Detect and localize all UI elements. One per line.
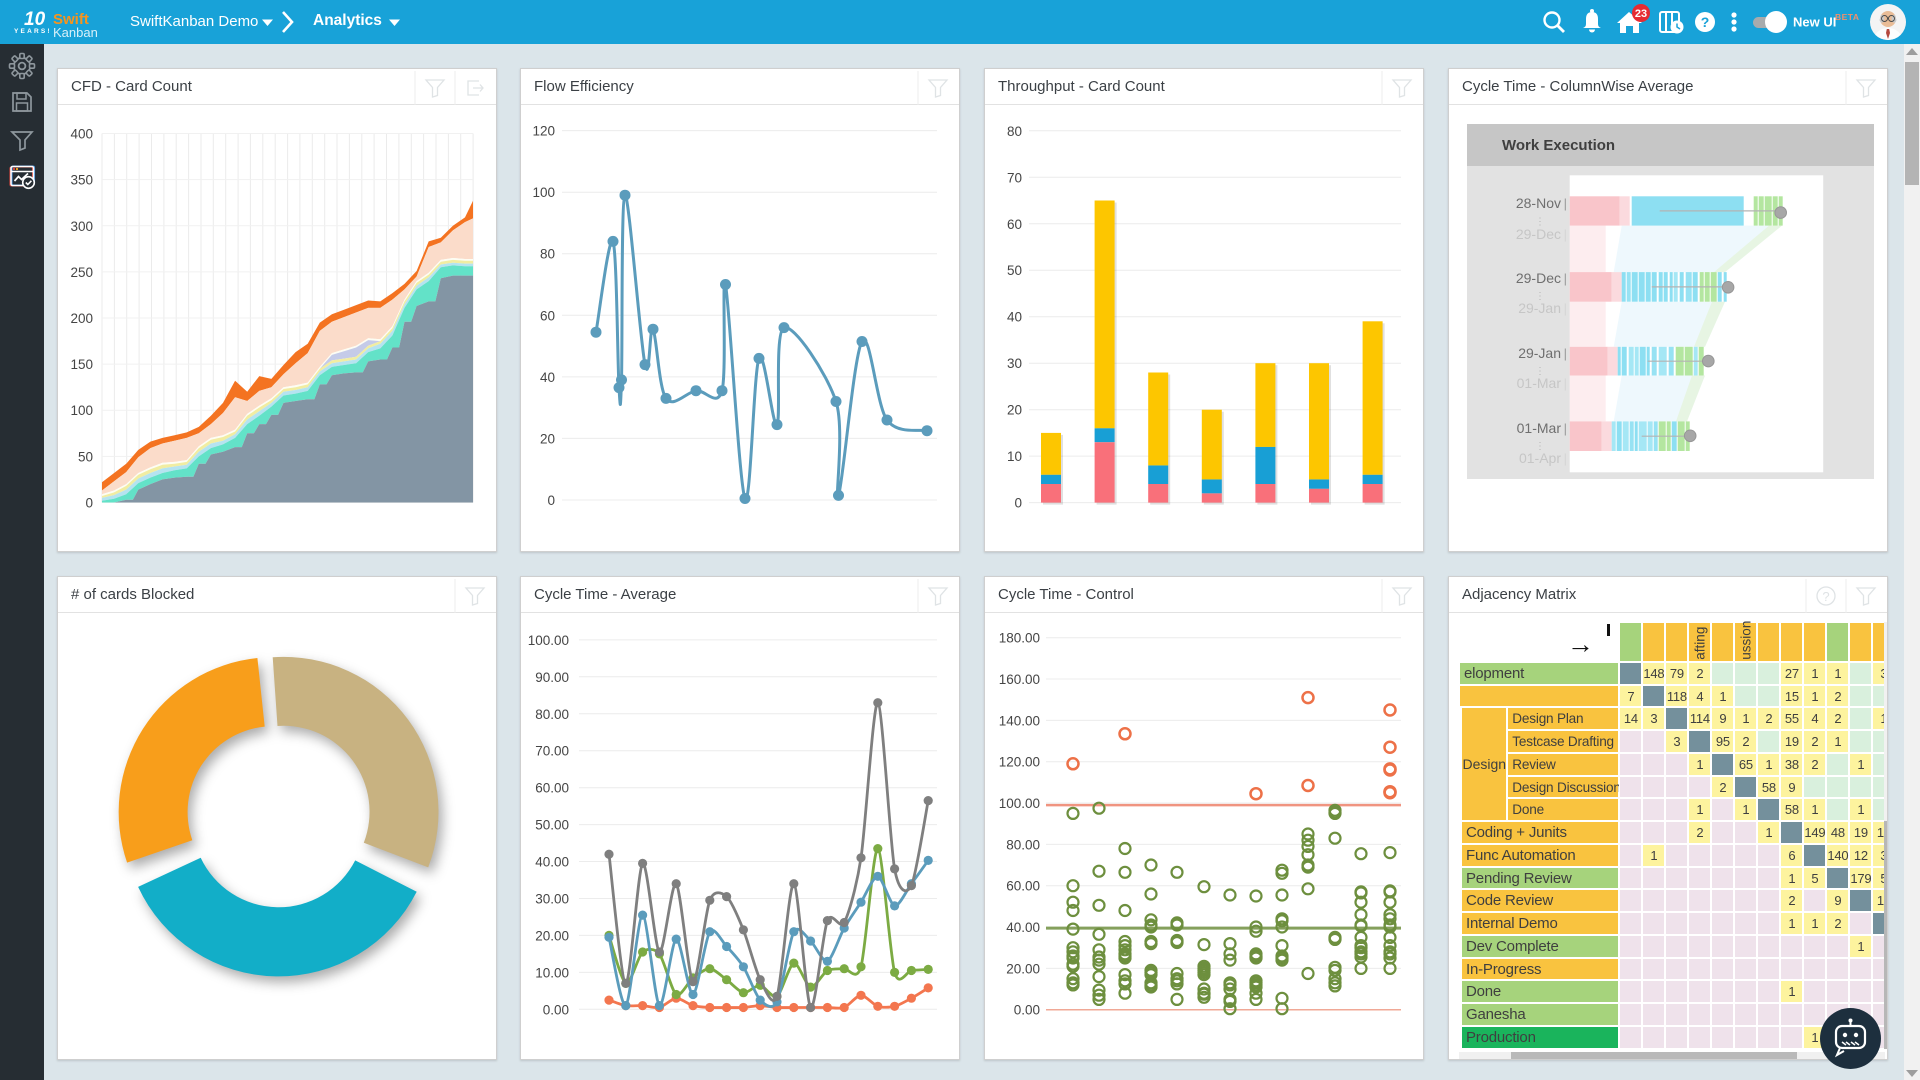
svg-text:⋮: ⋮ [1535,441,1545,452]
svg-text:120.00: 120.00 [999,755,1040,770]
svg-text:100: 100 [532,185,555,200]
svg-text:BETA: BETA [1835,12,1860,22]
svg-text:10: 10 [1007,449,1022,464]
svg-text:Work Execution: Work Execution [1502,137,1615,154]
svg-text:01-Mar: 01-Mar [1517,375,1562,391]
svg-text:0.00: 0.00 [1014,1003,1040,1018]
svg-text:40: 40 [1007,310,1022,325]
svg-text:100.00: 100.00 [999,796,1040,811]
svg-text:afting: afting [1692,627,1707,660]
svg-text:|: | [1564,301,1567,316]
svg-text:40.00: 40.00 [1006,920,1040,935]
svg-text:01-Mar: 01-Mar [1517,420,1562,436]
svg-text:28-Nov: 28-Nov [1516,195,1561,211]
svg-text:20: 20 [1007,403,1022,418]
svg-text:50.00: 50.00 [535,818,569,833]
svg-text:YEARS!: YEARS! [14,28,52,35]
svg-text:⋮: ⋮ [1535,291,1545,302]
svg-text:⋮: ⋮ [1535,217,1545,228]
svg-text:40.00: 40.00 [535,855,569,870]
svg-text:29-Jan: 29-Jan [1518,300,1561,316]
svg-text:40: 40 [540,370,555,385]
svg-text:20: 20 [540,431,555,446]
svg-text:29-Dec: 29-Dec [1516,226,1561,242]
svg-text:?: ? [1822,589,1829,604]
svg-text:400: 400 [70,127,93,142]
svg-text:70.00: 70.00 [535,744,569,759]
svg-text:Kanban: Kanban [53,25,98,40]
svg-text:|: | [1564,346,1567,361]
svg-text:30.00: 30.00 [535,892,569,907]
svg-text:80: 80 [540,247,555,262]
svg-text:⋮: ⋮ [1535,366,1545,377]
svg-text:100.00: 100.00 [528,633,569,648]
svg-text:20.00: 20.00 [535,928,569,943]
svg-text:|: | [1564,227,1567,242]
svg-text:250: 250 [70,265,93,280]
svg-text:30: 30 [1007,356,1022,371]
svg-text:70: 70 [1007,170,1022,185]
svg-text:80.00: 80.00 [1006,837,1040,852]
svg-text:120: 120 [532,124,555,139]
svg-text:|: | [1564,196,1567,211]
svg-text:80.00: 80.00 [535,707,569,722]
svg-text:?: ? [1701,14,1710,30]
svg-text:50: 50 [1007,263,1022,278]
svg-text:300: 300 [70,219,93,234]
svg-text:0: 0 [85,496,93,511]
svg-text:60.00: 60.00 [535,781,569,796]
svg-text:60: 60 [540,308,555,323]
svg-text:60.00: 60.00 [1006,879,1040,894]
svg-text:160.00: 160.00 [999,672,1040,687]
svg-text:ussion: ussion [1738,621,1753,660]
svg-text:0.00: 0.00 [543,1002,569,1017]
svg-text:100: 100 [70,403,93,418]
svg-text:20.00: 20.00 [1006,961,1040,976]
svg-text:140.00: 140.00 [999,713,1040,728]
svg-text:200: 200 [70,311,93,326]
svg-text:|: | [1564,421,1567,436]
svg-text:10: 10 [24,9,46,30]
svg-text:80: 80 [1007,124,1022,139]
svg-text:90.00: 90.00 [535,670,569,685]
svg-text:0: 0 [547,493,555,508]
svg-text:23: 23 [1635,8,1647,20]
svg-text:10.00: 10.00 [535,965,569,980]
svg-text:180.00: 180.00 [999,631,1040,646]
svg-text:0: 0 [1014,496,1022,511]
svg-text:29-Dec: 29-Dec [1516,270,1561,286]
svg-text:01-Apr: 01-Apr [1519,450,1561,466]
svg-text:|: | [1564,376,1567,391]
svg-text:50: 50 [78,449,93,464]
svg-text:|: | [1564,271,1567,286]
svg-text:New UI: New UI [1793,15,1836,30]
svg-text:|: | [1564,451,1567,466]
svg-text:29-Jan: 29-Jan [1518,345,1561,361]
svg-text:150: 150 [70,357,93,372]
svg-text:60: 60 [1007,217,1022,232]
svg-text:350: 350 [70,173,93,188]
svg-text:Swift: Swift [53,11,89,28]
